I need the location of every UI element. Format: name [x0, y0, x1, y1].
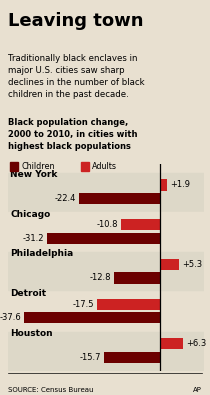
Text: Chicago: Chicago	[10, 210, 50, 218]
Text: Philadelphia: Philadelphia	[10, 249, 74, 258]
Bar	[8, 331, 204, 370]
Text: Adults: Adults	[92, 162, 117, 171]
Bar	[114, 273, 160, 284]
Text: -22.4: -22.4	[55, 194, 76, 203]
Text: -37.6: -37.6	[0, 313, 21, 322]
Bar	[24, 312, 160, 323]
Text: AP: AP	[193, 387, 202, 393]
Text: +5.3: +5.3	[182, 260, 202, 269]
Text: Traditionally black enclaves in
major U.S. cities saw sharp
declines in the numb: Traditionally black enclaves in major U.…	[8, 55, 145, 99]
Bar	[8, 252, 204, 290]
Text: -17.5: -17.5	[73, 300, 94, 308]
Text: +6.3: +6.3	[186, 339, 206, 348]
Bar	[8, 213, 204, 250]
Bar	[47, 233, 160, 244]
Text: Children: Children	[21, 162, 55, 171]
Text: +1.9: +1.9	[170, 181, 190, 190]
Bar	[160, 339, 183, 350]
Bar	[81, 162, 89, 171]
Bar	[160, 179, 167, 190]
Text: Leaving town: Leaving town	[8, 12, 144, 30]
Bar	[8, 292, 204, 330]
Bar	[121, 219, 160, 230]
Text: -15.7: -15.7	[79, 353, 101, 362]
Text: SOURCE: Census Bureau: SOURCE: Census Bureau	[8, 387, 94, 393]
Bar	[160, 259, 180, 270]
Text: Detroit: Detroit	[10, 289, 46, 298]
Text: New York: New York	[10, 170, 58, 179]
Text: -12.8: -12.8	[90, 273, 111, 282]
Bar	[10, 162, 18, 171]
Text: Houston: Houston	[10, 329, 53, 338]
Bar	[97, 299, 160, 310]
Bar	[104, 352, 160, 363]
Bar	[79, 193, 160, 204]
Text: -31.2: -31.2	[23, 234, 45, 243]
Text: Black population change,
2000 to 2010, in cities with
highest black populations: Black population change, 2000 to 2010, i…	[8, 118, 138, 151]
Text: -10.8: -10.8	[97, 220, 118, 229]
Bar	[8, 173, 204, 211]
